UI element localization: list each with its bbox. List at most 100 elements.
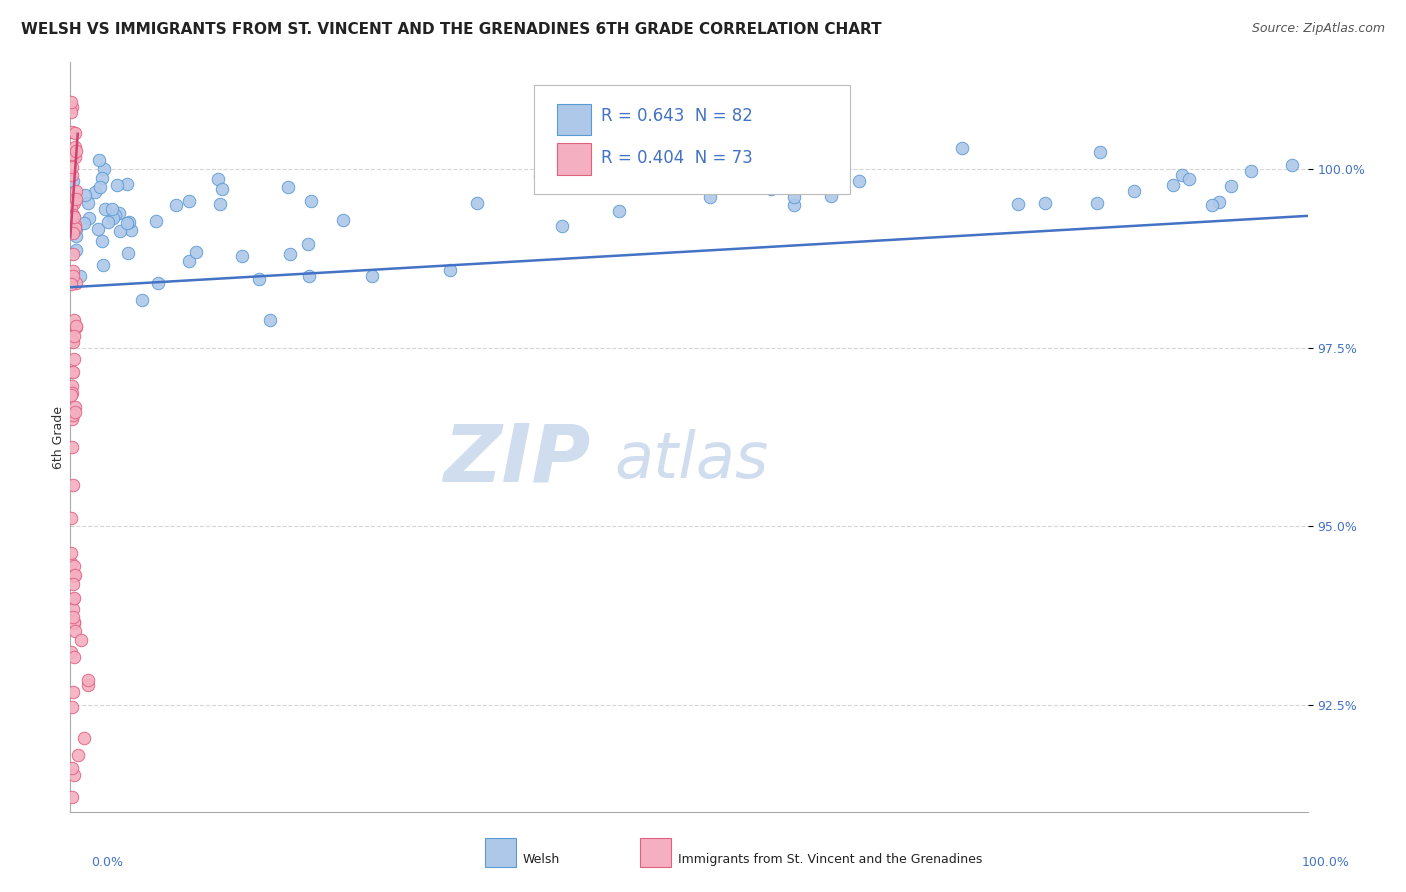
Text: R = 0.404  N = 73: R = 0.404 N = 73 [602, 149, 752, 168]
Point [60, 387, 83, 401]
Text: Source: ZipAtlas.com: Source: ZipAtlas.com [1251, 22, 1385, 36]
Point [62, 269, 84, 284]
Text: WELSH VS IMMIGRANTS FROM ST. VINCENT AND THE GRENADINES 6TH GRADE CORRELATION CH: WELSH VS IMMIGRANTS FROM ST. VINCENT AND… [21, 22, 882, 37]
Text: Immigrants from St. Vincent and the Grenadines: Immigrants from St. Vincent and the Gren… [678, 853, 981, 866]
Point [298, 268, 321, 283]
Point [62, 351, 84, 366]
Point [90, 234, 112, 248]
Point [62, 478, 84, 492]
Point [211, 182, 233, 196]
FancyBboxPatch shape [557, 144, 591, 175]
Point [62, 334, 84, 349]
Point [115, 216, 138, 230]
Point [65, 319, 87, 334]
Point [62, 366, 84, 380]
Point [60, 168, 83, 182]
Point [115, 177, 138, 191]
Point [91, 258, 114, 272]
Point [65, 319, 87, 334]
Point [87, 153, 110, 167]
Point [63, 405, 86, 419]
Point [207, 172, 229, 186]
Point [62, 149, 84, 163]
Point [60, 378, 83, 392]
Point [63, 568, 86, 582]
FancyBboxPatch shape [534, 85, 849, 194]
Point [75, 188, 97, 202]
Point [69, 632, 91, 647]
Point [62, 610, 84, 624]
Text: Welsh: Welsh [523, 853, 560, 866]
Text: atlas: atlas [614, 428, 769, 491]
Point [782, 190, 804, 204]
Point [60, 160, 83, 174]
Point [783, 197, 806, 211]
Point [297, 237, 319, 252]
Point [551, 219, 574, 233]
Point [77, 673, 100, 687]
Point [65, 244, 87, 258]
Point [1208, 194, 1230, 209]
Point [602, 169, 624, 184]
Point [65, 192, 87, 206]
Point [60, 125, 83, 139]
Point [65, 222, 87, 236]
Point [60, 510, 83, 524]
Point [87, 221, 110, 235]
Point [62, 208, 84, 222]
Point [97, 215, 120, 229]
Text: ZIP: ZIP [443, 420, 591, 499]
Point [62, 601, 84, 615]
Point [259, 313, 281, 327]
Point [62, 592, 84, 607]
Point [60, 546, 83, 560]
Point [1007, 197, 1029, 211]
Point [76, 678, 98, 692]
Point [145, 213, 167, 227]
Point [101, 202, 124, 216]
Point [120, 222, 142, 236]
Point [94, 202, 117, 217]
Point [62, 264, 84, 278]
Point [756, 167, 779, 181]
Point [146, 276, 169, 290]
Point [277, 180, 299, 194]
Point [118, 215, 141, 229]
Point [60, 146, 83, 161]
Point [60, 383, 83, 397]
Point [278, 247, 301, 261]
Point [90, 170, 112, 185]
Point [62, 174, 84, 188]
Point [63, 591, 86, 605]
Point [60, 699, 83, 714]
Point [65, 229, 87, 244]
Point [60, 100, 83, 114]
Point [63, 196, 86, 211]
Point [66, 747, 89, 762]
Point [62, 558, 84, 573]
Point [59, 221, 82, 235]
Point [83, 185, 105, 199]
Point [60, 440, 83, 454]
Point [1090, 145, 1112, 160]
Point [60, 105, 83, 120]
Point [63, 624, 86, 638]
Point [104, 208, 127, 222]
Point [63, 211, 86, 225]
Point [60, 645, 83, 659]
Point [208, 197, 231, 211]
Point [800, 145, 823, 159]
Point [572, 178, 595, 192]
Point [60, 333, 83, 347]
Point [817, 152, 839, 166]
Point [609, 203, 631, 218]
Point [247, 272, 270, 286]
Point [60, 556, 83, 570]
Point [69, 269, 91, 284]
Point [465, 195, 488, 210]
Point [576, 155, 599, 169]
Point [1122, 185, 1144, 199]
Point [231, 249, 253, 263]
Point [529, 169, 551, 183]
Point [179, 194, 201, 208]
